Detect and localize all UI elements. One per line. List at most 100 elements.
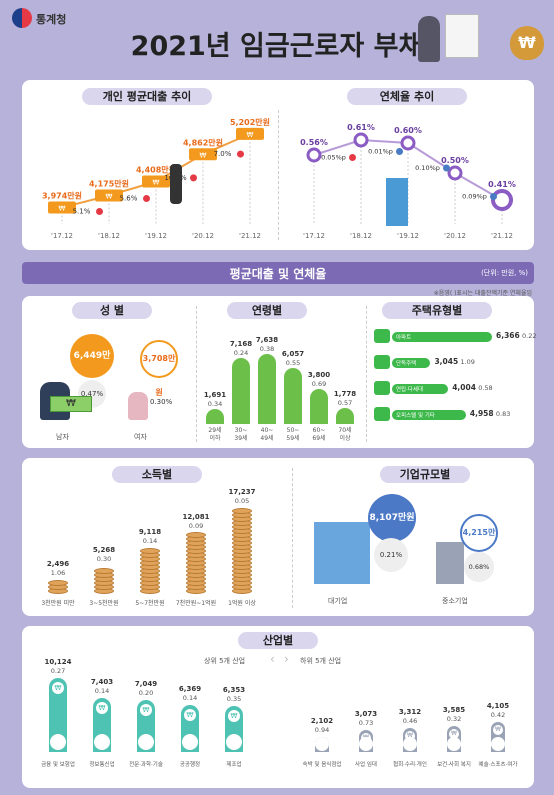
loan-bill-marker (95, 189, 123, 202)
age-rate-label: 0.69 (311, 380, 327, 389)
delinquency-change-label: 0.09%p (462, 193, 487, 201)
down-arrow-icon (443, 164, 450, 172)
bottom-industries-label: 하위 5개 산업 (300, 657, 342, 665)
housing-rate-label: 1.09 (460, 358, 475, 366)
delinquency-marker (447, 165, 463, 181)
top-industry-rate-label: 0.20 (138, 689, 154, 698)
income-company-panel: 소득별 기업규모별 2,496 1.06 3천만원 미만 5,268 0.30 3~5천만… (22, 458, 534, 616)
buildings-illustration (386, 178, 408, 226)
section-unit: (단위: 만원, %) (481, 269, 528, 277)
housing-bar (392, 332, 492, 342)
loan-bill-marker (189, 148, 217, 161)
age-label: 60~ 69세 (312, 427, 326, 442)
section-banner: 평균대출 및 연체율 (단위: 만원, %) (22, 262, 534, 284)
top-industry-value-label: 7,049 (134, 680, 158, 689)
up-arrow-icon (190, 174, 197, 182)
top-industry-value-label: 7,403 (90, 677, 114, 686)
large-company-rate: 0.21% (374, 538, 408, 572)
age-rate-label: 0.57 (337, 398, 353, 407)
loan-bill-marker (142, 175, 170, 188)
delinquency-value-label: 0.61% (347, 123, 375, 132)
income-rate-label: 1.06 (50, 568, 66, 577)
won-icon: ₩ (493, 724, 503, 735)
down-arrow-icon (396, 148, 403, 155)
housing-value-label: 6,366 (496, 331, 520, 340)
bottom-industry-label: 숙박 및 음식점업 (302, 762, 342, 768)
large-company-building (314, 522, 370, 584)
loan-value-label: 5,202만원 (230, 117, 270, 127)
industry-icon (50, 734, 66, 750)
age-label: 29세 이하 (208, 427, 222, 442)
age-label: 70세 이상 (338, 427, 352, 442)
delinquency-marker (306, 147, 322, 163)
top-industry-value-label: 10,124 (44, 658, 72, 666)
down-arrow-icon (490, 193, 497, 200)
loan-year-label: '19.12 (145, 232, 167, 240)
coin-icon (232, 508, 252, 514)
won-icon: ₩ (247, 131, 254, 139)
age-bar (336, 407, 354, 424)
housing-value-label: 3,045 (434, 357, 459, 366)
industry-icon (182, 734, 198, 750)
income-value-label: 12,081 (182, 513, 210, 522)
bottom-industry-label: 협회·수리·개인 (393, 762, 427, 768)
bottom-industry-label: 사업 임대 (355, 762, 377, 768)
loan-year-label: '17.12 (51, 232, 73, 240)
loan-value-label: 4,862만원 (183, 137, 223, 147)
housing-title: 주택유형별 (382, 302, 492, 319)
income-value-label: 9,118 (138, 527, 162, 536)
delinquency-year-label: '17.12 (303, 232, 325, 240)
demographics-panel: 성 별 연령별 주택유형별 6,449만원 0.47% ₩ 남자 3,708만원… (22, 296, 536, 448)
bottom-industry-value-label: 3,073 (354, 709, 378, 718)
age-bar (284, 368, 302, 424)
income-rate-label: 0.05 (234, 497, 250, 505)
housing-icon (374, 407, 390, 421)
delinquency-value-label: 0.41% (488, 180, 516, 189)
loan-trend-chart: ₩3,974만원 '17.12 ₩4,175만원 '18.12 ₩4,408만원 '19.… (42, 117, 270, 240)
loan-value-label: 4,408만원 (136, 165, 176, 175)
age-value-label: 1,691 (203, 390, 227, 399)
age-rate-label: 0.55 (285, 359, 301, 368)
bottom-industry-rate-label: 0.94 (314, 725, 330, 734)
industry-icon (138, 734, 154, 750)
housing-rate-label: 0.83 (495, 410, 511, 418)
delinquency-value-label: 0.60% (394, 126, 422, 135)
delinquency-value-label: 0.50% (441, 156, 469, 165)
won-icon: ₩ (200, 151, 207, 159)
age-bar (232, 358, 250, 424)
age-value-label: 7,638 (255, 336, 279, 344)
loan-year-label: '20.12 (192, 232, 214, 240)
logo-icon (12, 8, 32, 28)
bottom-industry-rate-label: 0.46 (402, 716, 418, 725)
coin-icon (94, 568, 114, 574)
bottom-industry-rate-label: 0.42 (490, 710, 506, 719)
income-value-label: 5,268 (92, 546, 116, 555)
industry-icon (94, 734, 110, 750)
won-icon: ₩ (449, 728, 459, 739)
delinquency-year-label: '19.12 (397, 232, 419, 240)
income-value-label: 17,237 (228, 488, 256, 496)
coin-icon (48, 580, 68, 586)
up-arrow-icon (96, 208, 103, 216)
large-company-value-bubble: 8,107만원 (368, 494, 416, 542)
loan-year-label: '18.12 (98, 232, 120, 240)
income-label: 3~5천만원 (89, 600, 119, 607)
age-rate-label: 0.34 (207, 399, 223, 408)
male-value-bubble: 6,449만원 (70, 334, 114, 405)
age-rate-label: 0.38 (259, 345, 275, 353)
trend-panel: 개인 평균대출 추이 연체율 추이 ₩3,974만원 '17.12 ₩4,175만원… (22, 80, 534, 250)
housing-icon (374, 329, 390, 343)
loan-growth-label: 7.0% (214, 150, 232, 158)
coin-icon (140, 548, 160, 554)
housing-rate-label: 0.58 (478, 384, 493, 392)
housing-value-label: 4,958 (469, 409, 494, 418)
won-icon: ₩ (153, 179, 160, 187)
top-industry-label: 정보통신업 (89, 762, 115, 768)
age-bar (206, 408, 224, 424)
industry-icon (491, 737, 505, 751)
housing-icon (374, 355, 390, 369)
industry-icon (226, 734, 242, 750)
company-title: 기업규모별 (380, 466, 470, 483)
won-icon: ₩ (52, 682, 64, 694)
age-bar (258, 354, 276, 424)
